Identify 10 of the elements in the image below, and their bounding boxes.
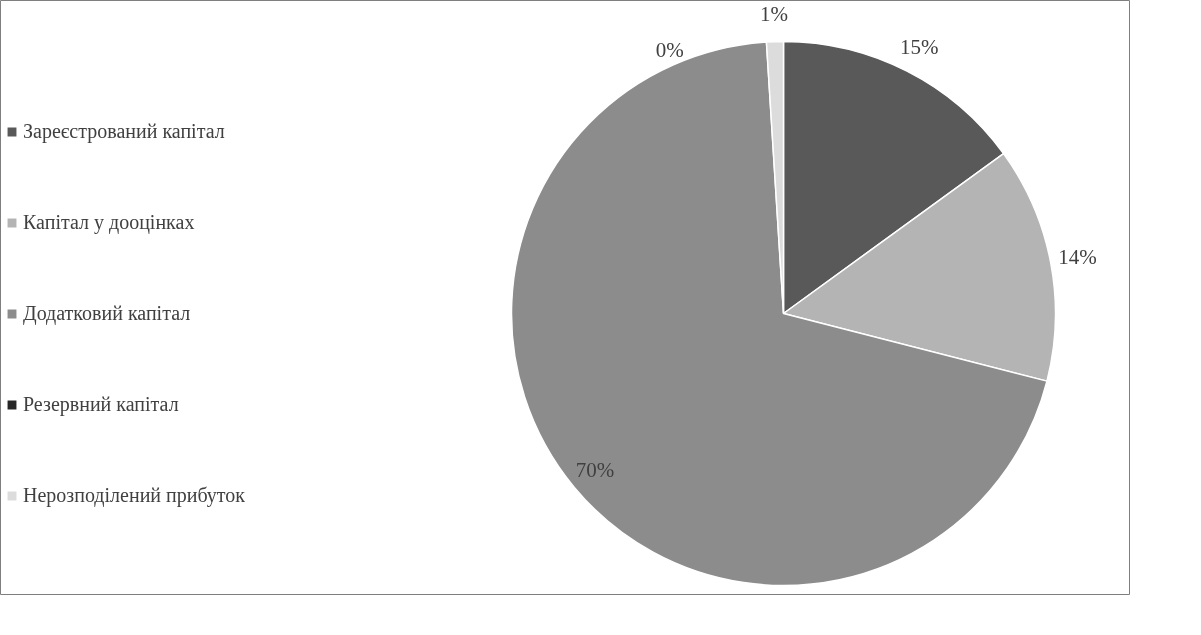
legend-label: Зареєстрований капітал — [23, 118, 225, 145]
data-label: 1% — [760, 2, 789, 27]
legend-label: Резервний капітал — [23, 391, 179, 418]
data-label: 70% — [575, 457, 615, 482]
legend-label: Капітал у дооцінках — [23, 209, 195, 236]
data-label: 15% — [900, 34, 939, 59]
text: 0% — [655, 37, 684, 62]
data-label: 14% — [1058, 245, 1097, 270]
legend-label: Додатковий капітал — [23, 300, 191, 327]
legend-label: Нерозподілений прибуток — [23, 482, 246, 509]
